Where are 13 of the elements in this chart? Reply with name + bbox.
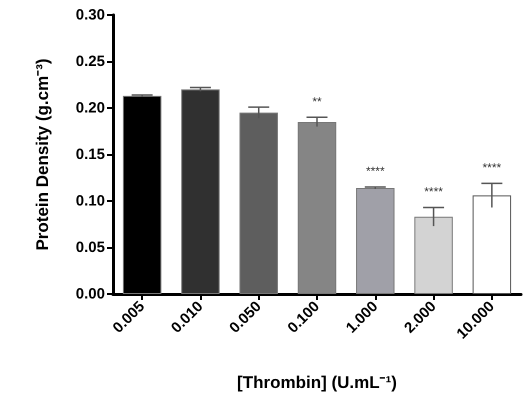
y-tick-label: 0.10	[76, 192, 105, 210]
y-axis-title: Protein Density (g.cm⁻³)	[33, 58, 52, 251]
y-tick-label: 0.30	[76, 6, 105, 24]
y-tick-label: 0.25	[76, 53, 105, 70]
x-axis-title: [Thrombin] (U.mL⁻¹)	[237, 373, 397, 392]
y-tick-label: 0.05	[76, 239, 105, 256]
y-tick-label: 0.15	[76, 146, 105, 163]
y-tick-label: 0.20	[76, 100, 105, 116]
annotation: ****	[482, 160, 502, 174]
annotation: ****	[424, 184, 444, 199]
annotation: **	[312, 94, 322, 108]
y-tick-label: 0.00	[76, 286, 105, 302]
annotation: ****	[366, 164, 385, 178]
